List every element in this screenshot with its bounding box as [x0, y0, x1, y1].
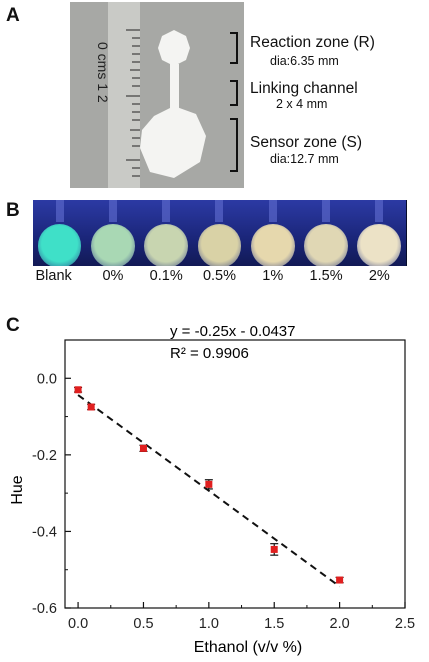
x-tick-label: 1.5 [264, 616, 284, 632]
x-tick-label: 0.5 [133, 616, 153, 632]
bracket-reaction [230, 32, 238, 64]
vial-label: 0.5% [202, 268, 237, 284]
device-photo-drawing: 0 cms 1 2 [70, 2, 244, 188]
annot-sensor-title: Sensor zone (S) [250, 134, 362, 151]
vial-glow [144, 224, 189, 266]
data-point [205, 480, 213, 488]
data-point [74, 386, 82, 394]
vial-glow [250, 224, 295, 266]
vial-label: 1% [262, 268, 284, 284]
data-point [87, 403, 95, 411]
vial-glow [304, 224, 348, 266]
vial-glow [37, 224, 82, 266]
fit-equation: y = -0.25x - 0.0437 [170, 323, 296, 340]
x-tick-label: 2.0 [330, 616, 350, 632]
x-tick-label: 2.5 [395, 616, 415, 632]
y-tick-label: -0.4 [32, 524, 57, 540]
ruler [108, 2, 140, 188]
panel-label-a: A [6, 5, 20, 26]
vial-neck [108, 200, 117, 222]
vial-neck [215, 200, 224, 222]
reaction-zone-shape [158, 30, 190, 66]
ruler-label: 0 cms 1 2 [95, 42, 111, 103]
annot-reaction-sub: dia:6.35 mm [270, 54, 339, 68]
data-point [139, 444, 147, 452]
vial-label: 2% [368, 268, 390, 284]
vial-1 [86, 200, 141, 266]
data-point [270, 545, 278, 553]
plot-frame [64, 339, 406, 609]
data-points [74, 386, 344, 584]
fit-line [77, 394, 341, 588]
panel-label-c: C [6, 315, 20, 336]
y-tick-label: -0.2 [32, 448, 57, 464]
data-point [336, 576, 344, 584]
y-axis-label: Hue [9, 475, 26, 504]
vial-neck [322, 200, 331, 222]
vial-2 [139, 200, 194, 266]
linking-channel-shape [170, 64, 179, 108]
vial-6 [352, 200, 407, 266]
vial-neck [162, 200, 171, 222]
fit-line-group [77, 394, 341, 588]
vial-glow [197, 224, 242, 266]
x-axis-label: Ethanol (v/v %) [194, 639, 302, 656]
vial-neck [268, 200, 277, 222]
vial-neck [375, 200, 384, 222]
vial-5 [299, 200, 354, 266]
vial-glow [91, 224, 135, 266]
vial-neck [55, 200, 64, 222]
sensor-zone-shape [140, 106, 206, 178]
annot-sensor-sub: dia:12.7 mm [270, 152, 339, 166]
y-tick-label: -0.6 [32, 601, 57, 617]
y-tick-label: 0.0 [37, 371, 57, 387]
chart-axes: 0.0 0.5 1.0 1.5 2.0 2.5 0.0 -0.2 -0.4 -0.6 [32, 339, 415, 632]
annot-linking-title: Linking channel [250, 80, 358, 97]
device-photo: 0 cms 1 2 [70, 2, 244, 188]
vial-label: 1.5% [309, 268, 343, 284]
bracket-sensor [230, 118, 238, 172]
x-tick-label: 0.0 [68, 616, 88, 632]
vial-0 [33, 200, 88, 266]
hue-chart: 0.0 0.5 1.0 1.5 2.0 2.5 0.0 -0.2 -0.4 -0.6 y = -0… [9, 323, 415, 656]
x-tick-label: 1.0 [199, 616, 219, 632]
annot-reaction-title: Reaction zone (R) [250, 34, 375, 51]
annot-linking-sub: 2 x 4 mm [276, 97, 328, 111]
vial-label: Blank [35, 268, 72, 284]
vial-3 [192, 200, 248, 266]
r-squared: R² = 0.9906 [170, 345, 249, 362]
ruler-ticks [126, 29, 140, 177]
vial-label: 0% [102, 268, 124, 284]
vial-4 [246, 200, 301, 266]
vial-label: 0.1% [149, 268, 183, 284]
vial-glow [357, 224, 402, 266]
vial-strip [33, 200, 407, 266]
panel-label-b: B [6, 200, 20, 221]
bracket-linking [230, 80, 238, 106]
